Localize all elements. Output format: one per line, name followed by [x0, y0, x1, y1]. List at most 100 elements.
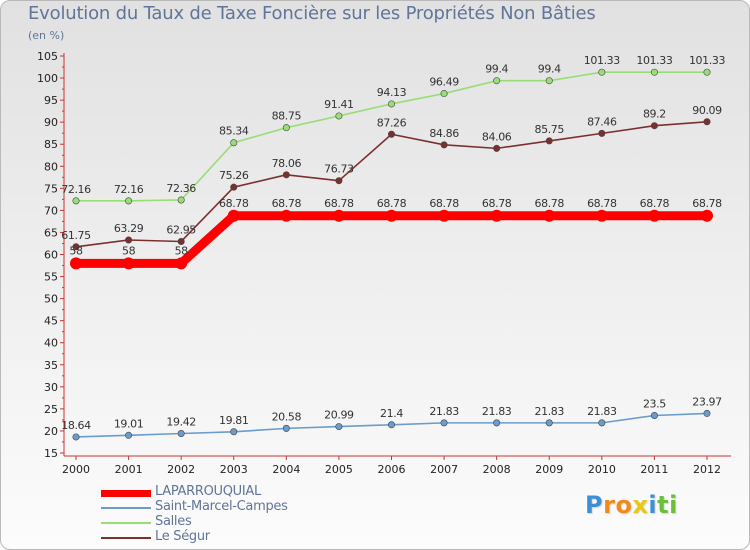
data-label: 21.83 — [482, 405, 512, 418]
data-point — [490, 209, 503, 222]
data-label: 68.78 — [272, 197, 302, 210]
data-point — [230, 139, 238, 147]
data-point — [648, 209, 661, 222]
logo-letter: i — [669, 491, 678, 519]
series-saint-marcel-campes: 18.64 19.01 19.42 19.81 20.58 20.99 21.4 21.83 2… — [61, 395, 723, 441]
x-tick-label: 2008 — [483, 463, 511, 476]
data-point — [177, 430, 185, 438]
data-point — [440, 141, 448, 149]
data-label: 21.83 — [587, 405, 617, 418]
data-label: 101.33 — [636, 54, 672, 67]
data-label: 87.26 — [377, 116, 407, 129]
x-tick-label: 2011 — [640, 463, 668, 476]
series-le-segur: 61.75 63.29 62.95 75.26 78.06 76.73 87.26 84.86… — [61, 104, 723, 251]
data-point — [493, 144, 501, 152]
y-tick-label: 80 — [44, 160, 58, 173]
data-point — [230, 183, 238, 191]
data-point — [385, 209, 398, 222]
data-point — [440, 419, 448, 427]
legend-swatch — [101, 507, 151, 509]
data-point — [177, 196, 185, 204]
data-point — [125, 236, 133, 244]
data-label: 90.09 — [692, 104, 722, 117]
legend: LAPARROUQUIAL Saint-Marcel-Campes Salles Le… — [101, 485, 361, 545]
data-label: 58 — [69, 244, 83, 257]
data-label: 87.46 — [587, 115, 617, 128]
data-label: 84.06 — [482, 130, 512, 143]
data-point — [545, 77, 553, 85]
data-label: 20.99 — [324, 409, 354, 422]
legend-item: Salles — [101, 515, 361, 530]
y-tick-label: 50 — [44, 293, 58, 306]
data-point — [282, 124, 290, 132]
data-label: 68.78 — [219, 197, 249, 210]
data-point — [72, 243, 80, 251]
data-label: 75.26 — [219, 169, 249, 182]
data-label: 94.13 — [377, 86, 407, 99]
data-label: 89.2 — [643, 108, 666, 121]
data-point — [703, 409, 711, 417]
data-point — [598, 129, 606, 137]
data-label: 68.78 — [535, 197, 565, 210]
data-label: 72.16 — [61, 183, 91, 196]
y-tick-label: 75 — [44, 182, 58, 195]
x-tick-label: 2003 — [220, 463, 248, 476]
x-tick-label: 2002 — [167, 463, 195, 476]
data-point — [387, 130, 395, 138]
data-point — [650, 68, 658, 76]
data-point — [595, 209, 608, 222]
chart-title: Evolution du Taux de Taxe Foncière sur l… — [28, 3, 596, 24]
y-tick-label: 20 — [44, 425, 58, 438]
y-tick-label: 95 — [44, 94, 58, 107]
data-point — [70, 257, 82, 270]
legend-label: Le Ségur — [155, 529, 210, 544]
y-tick-label: 25 — [44, 403, 58, 416]
data-point — [335, 423, 343, 431]
data-point — [650, 122, 658, 130]
logo-letter: i — [648, 491, 658, 519]
y-tick-label: 45 — [44, 315, 58, 328]
data-point — [72, 197, 80, 205]
data-point — [598, 419, 606, 427]
y-tick-label: 15 — [44, 447, 58, 460]
data-point — [545, 419, 553, 427]
data-point — [335, 112, 343, 120]
data-point — [387, 100, 395, 108]
x-tick-label: 2004 — [272, 463, 300, 476]
data-label: 68.78 — [377, 197, 407, 210]
data-point — [282, 424, 290, 432]
data-point — [72, 433, 80, 441]
data-label: 76.73 — [324, 163, 354, 176]
data-label: 88.75 — [272, 110, 302, 123]
legend-label: Salles — [155, 514, 192, 529]
chart-unit-label: (en %) — [28, 29, 65, 42]
data-label: 21.83 — [429, 405, 459, 418]
x-tick-label: 2009 — [535, 463, 563, 476]
data-label: 78.06 — [272, 157, 302, 170]
data-point — [438, 209, 451, 222]
data-label: 20.58 — [272, 410, 302, 423]
x-tick-label: 2010 — [588, 463, 616, 476]
data-label: 99.4 — [538, 63, 561, 76]
data-point — [701, 209, 713, 222]
data-label: 23.5 — [643, 398, 666, 411]
x-tick-label: 2001 — [115, 463, 143, 476]
data-label: 96.49 — [429, 76, 459, 89]
y-tick-label: 105 — [37, 50, 58, 63]
data-label: 91.41 — [324, 98, 354, 111]
data-label: 84.86 — [429, 127, 459, 140]
data-label: 21.4 — [380, 407, 403, 420]
axes: 15 20 25 30 35 40 45 50 55 60 65 70 75 80 85 90 95 100 105… — [37, 50, 731, 476]
data-label: 101.33 — [689, 54, 725, 67]
y-tick-label: 90 — [44, 116, 58, 129]
data-label: 68.78 — [324, 197, 354, 210]
legend-item: Le Ségur — [101, 530, 361, 545]
data-label: 23.97 — [692, 395, 722, 408]
y-tick-label: 85 — [44, 138, 58, 151]
data-label: 58 — [122, 244, 136, 257]
data-label: 101.33 — [584, 54, 620, 67]
series-layer: 18.64 19.01 19.42 19.81 20.58 20.99 21.4 21.83 2… — [61, 54, 726, 441]
logo-letter: o — [615, 491, 633, 519]
